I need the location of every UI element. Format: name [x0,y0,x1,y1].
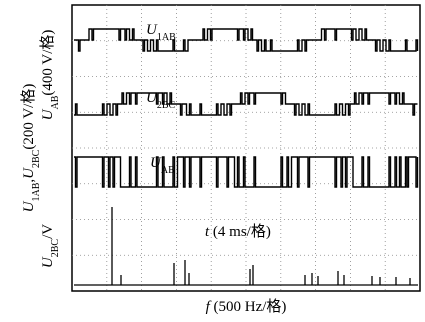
y-label: UAB(400 V/格) [39,30,61,121]
label-part: 1AB [31,182,42,201]
label-part: /V [40,224,56,239]
label-part: (400 V/格) [39,30,56,96]
label-part: 2BC [157,100,176,111]
y-label: U1AB,U2BC(200 V/格) [20,84,42,213]
label-part: (4 ms/格) [209,223,271,240]
label-part: (200 V/格) [20,84,37,150]
freq-scale: f (500 Hz/格) [206,298,287,315]
label-part: 1AB [157,32,176,43]
label-part: (500 Hz/格) [210,298,287,315]
label-part: AB [50,95,61,109]
time-scale: t (4 ms/格) [205,223,271,240]
y-label: U2BC/V [40,224,61,268]
label-part: 2BC [31,149,42,168]
label-part: AB [161,165,175,176]
figure: U1AB,U2BC(200 V/格)UAB(400 V/格)U2BC/VU1AB… [0,0,425,322]
label-part: 2BC [50,239,61,258]
